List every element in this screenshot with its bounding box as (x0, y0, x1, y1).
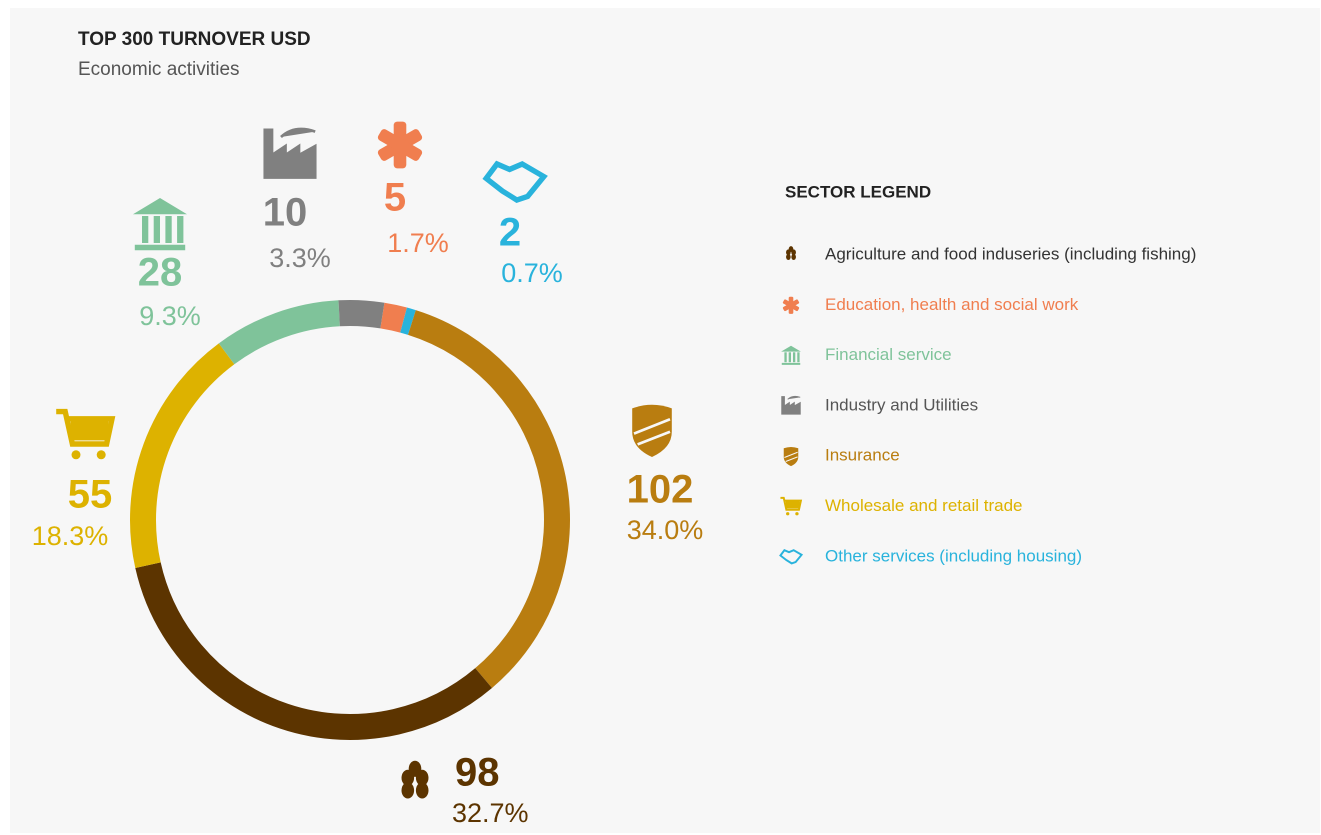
legend-label: Industry and Utilities (825, 395, 978, 414)
icon-part (797, 352, 800, 363)
icon-part (263, 127, 317, 179)
value-label: 98 (455, 751, 500, 795)
legend-label: Education, health and social work (825, 295, 1079, 314)
icon-part (784, 352, 787, 363)
value-label: 5 (384, 176, 406, 220)
percent-label: 3.3% (269, 243, 331, 273)
donut-segment (408, 310, 570, 689)
legend-label: Agriculture and food induseries (includi… (825, 244, 1196, 263)
donut-segment (338, 300, 385, 329)
icon-part (788, 246, 794, 253)
icon-part (781, 345, 801, 365)
donut-segment (380, 302, 407, 333)
percent-label: 9.3% (139, 301, 201, 331)
donut-segment (135, 562, 492, 740)
sector-icon (632, 404, 672, 457)
sector-icon (482, 160, 548, 203)
icon-part (633, 417, 671, 446)
percent-label: 32.7% (452, 798, 529, 828)
icon-part (377, 129, 423, 161)
legend-label: Insurance (825, 446, 900, 465)
sector-icon (781, 345, 801, 365)
icon-part (788, 352, 791, 363)
chart-title: TOP 300 TURNOVER USD (78, 29, 311, 50)
icon-part (780, 496, 803, 511)
icon-part (408, 760, 422, 777)
icon-part (142, 216, 149, 243)
icon-part (96, 450, 106, 460)
donut-segment (400, 307, 416, 335)
icon-part (792, 352, 796, 363)
sector-icon (133, 198, 187, 251)
legend-label: Wholesale and retail trade (825, 496, 1023, 515)
percent-label: 0.7% (501, 258, 563, 288)
sector-icon (56, 408, 116, 460)
icon-part (786, 512, 790, 516)
icon-part (153, 216, 160, 243)
percent-label: 1.7% (387, 228, 449, 258)
icon-part (56, 408, 116, 447)
sector-icon (780, 496, 803, 516)
sector-icon (377, 121, 423, 169)
sector-icon (401, 760, 429, 799)
legend-label: Financial service (825, 345, 952, 364)
sector-icon (779, 548, 804, 565)
sector-icon (263, 127, 317, 179)
sector-icon (782, 296, 800, 314)
percent-label: 18.3% (32, 521, 109, 551)
chart-subtitle: Economic activities (78, 59, 240, 80)
icon-part (779, 548, 804, 565)
sector-icon (781, 395, 801, 415)
icon-part (71, 450, 81, 460)
icon-part (165, 216, 172, 243)
icon-part (177, 216, 184, 243)
icon-part (784, 451, 798, 462)
sector-icon (786, 246, 796, 260)
icon-part (415, 782, 429, 799)
sector-icon (783, 446, 799, 467)
icon-part (795, 512, 799, 516)
percent-label: 34.0% (627, 515, 704, 545)
value-label: 102 (627, 468, 694, 512)
icon-part (133, 198, 187, 251)
icon-part (782, 299, 800, 312)
donut-segment (218, 300, 341, 365)
value-label: 10 (263, 191, 308, 235)
icon-part (482, 160, 548, 203)
value-label: 55 (68, 473, 113, 517)
icon-part (70, 420, 109, 441)
icon-part (401, 782, 415, 799)
value-label: 2 (499, 211, 521, 255)
legend-label: Other services (including housing) (825, 546, 1082, 565)
value-label: 28 (138, 251, 183, 295)
donut-segment (130, 343, 235, 568)
icon-part (791, 254, 796, 260)
icon-part (786, 254, 791, 260)
icon-part (785, 501, 800, 509)
legend-title: SECTOR LEGEND (785, 182, 931, 201)
icon-part (781, 395, 801, 415)
